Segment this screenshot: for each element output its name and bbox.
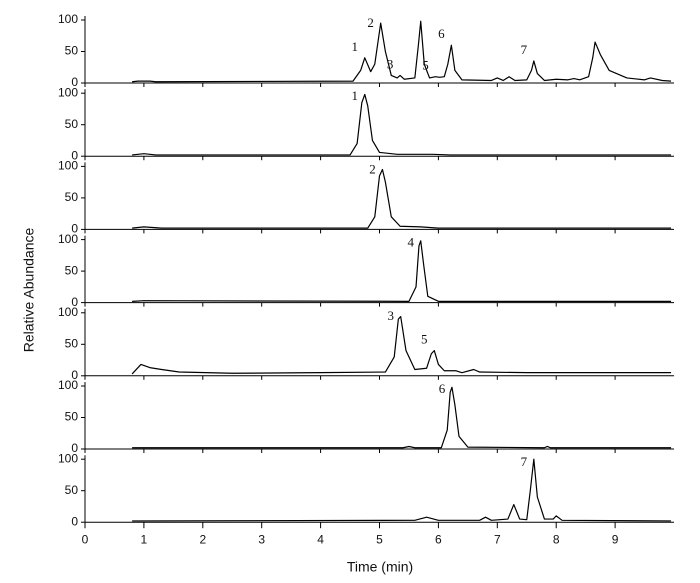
x-tick-label: 1 bbox=[141, 532, 148, 546]
x-tick-label: 7 bbox=[494, 532, 501, 546]
y-tick-label: 50 bbox=[65, 190, 79, 204]
y-tick-label: 50 bbox=[65, 117, 79, 131]
y-tick-label: 0 bbox=[71, 148, 78, 162]
y-tick-label: 100 bbox=[58, 305, 78, 319]
trace-line bbox=[131, 315, 672, 375]
trace-line bbox=[132, 20, 672, 83]
x-tick-label: 9 bbox=[612, 532, 619, 546]
peak-label: 6 bbox=[438, 26, 445, 41]
peak-label: 5 bbox=[421, 332, 428, 347]
y-tick-label: 0 bbox=[71, 368, 78, 382]
y-tick-label: 0 bbox=[71, 441, 78, 455]
x-tick-label: 2 bbox=[199, 532, 206, 546]
peak-label: 1 bbox=[352, 39, 359, 54]
trace-line bbox=[132, 458, 672, 522]
y-tick-label: 50 bbox=[65, 336, 79, 350]
peak-label: 6 bbox=[439, 381, 446, 396]
y-tick-label: 100 bbox=[58, 232, 78, 246]
x-tick-label: 5 bbox=[376, 532, 383, 546]
y-tick-label: 100 bbox=[58, 378, 78, 392]
peak-label: 3 bbox=[387, 308, 394, 323]
y-tick-label: 0 bbox=[71, 295, 78, 309]
y-tick-label: 50 bbox=[65, 483, 79, 497]
trace-line bbox=[132, 93, 672, 156]
y-tick-label: 100 bbox=[58, 159, 78, 173]
x-tick-label: 0 bbox=[82, 532, 89, 546]
y-tick-label: 50 bbox=[65, 263, 79, 277]
x-tick-label: 3 bbox=[258, 532, 265, 546]
y-tick-label: 100 bbox=[58, 12, 78, 26]
y-tick-label: 50 bbox=[65, 44, 79, 58]
y-tick-label: 100 bbox=[58, 451, 78, 465]
y-tick-label: 0 bbox=[71, 222, 78, 236]
x-axis-label: Time (min) bbox=[347, 559, 413, 575]
trace-line bbox=[132, 168, 672, 229]
peak-label: 7 bbox=[521, 454, 528, 469]
peak-label: 5 bbox=[422, 58, 429, 73]
peak-label: 1 bbox=[352, 88, 359, 103]
x-tick-label: 6 bbox=[435, 532, 442, 546]
peak-label: 3 bbox=[387, 56, 394, 71]
y-tick-label: 50 bbox=[65, 410, 79, 424]
x-tick-label: 4 bbox=[317, 532, 324, 546]
trace-line bbox=[132, 386, 672, 449]
peak-label: 7 bbox=[521, 42, 528, 57]
x-tick-label: 8 bbox=[553, 532, 560, 546]
y-tick-label: 0 bbox=[71, 514, 78, 528]
peak-label: 2 bbox=[369, 161, 376, 176]
y-tick-label: 0 bbox=[71, 75, 78, 89]
peak-label: 2 bbox=[367, 15, 374, 30]
peak-label: 4 bbox=[407, 235, 414, 250]
y-tick-label: 100 bbox=[58, 85, 78, 99]
trace-line bbox=[132, 240, 672, 302]
y-axis-label: Relative Abundance bbox=[21, 228, 37, 353]
